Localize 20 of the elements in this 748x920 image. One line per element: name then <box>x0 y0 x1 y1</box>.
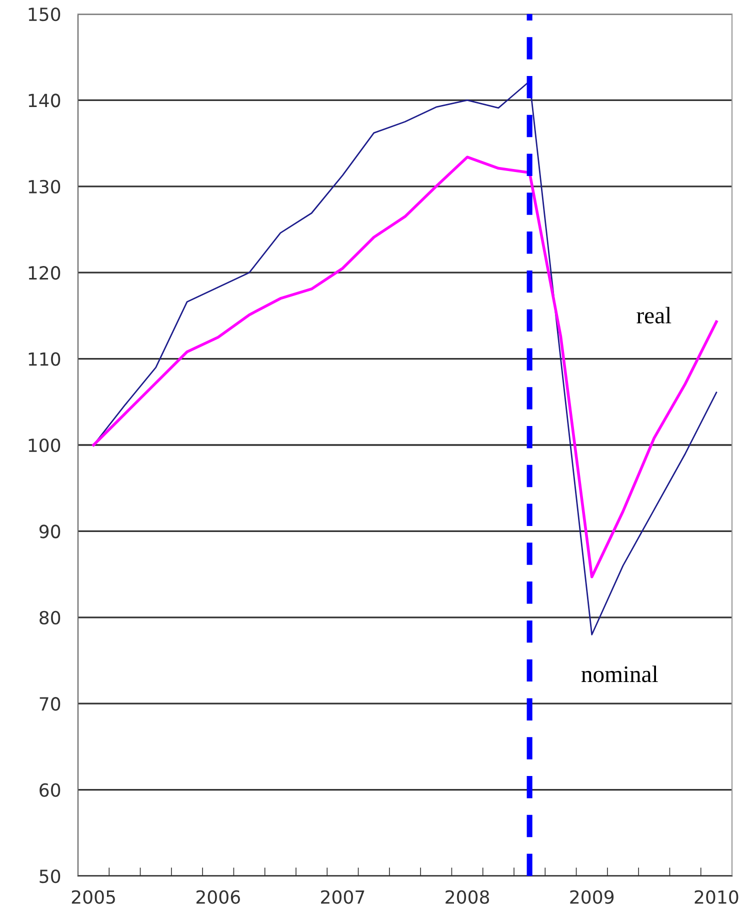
y-tick-label: 110 <box>28 352 60 366</box>
y-tick-label: 70 <box>40 697 60 711</box>
series-label: real <box>636 306 672 324</box>
y-tick-label: 150 <box>28 7 60 22</box>
y-tick-label: 120 <box>28 266 60 280</box>
line-series <box>92 156 718 578</box>
y-tick-label: 60 <box>40 783 60 797</box>
y-tick-label: 80 <box>40 610 60 625</box>
x-tick-label: 2006 <box>196 890 240 904</box>
x-tick-label: 2005 <box>72 890 115 904</box>
x-tick-label: 2007 <box>321 890 364 904</box>
x-tick-label: 2009 <box>570 890 614 904</box>
y-tick-label: 100 <box>28 438 60 452</box>
x-tick-label: 2008 <box>446 890 490 904</box>
y-tick-label: 140 <box>28 94 60 108</box>
y-tick-label: 90 <box>39 524 60 538</box>
x-tick-label: 2010 <box>694 890 738 904</box>
y-tick-label: 130 <box>28 180 60 194</box>
y-tick-label: 50 <box>40 869 60 884</box>
series-label: nominal <box>581 666 658 682</box>
